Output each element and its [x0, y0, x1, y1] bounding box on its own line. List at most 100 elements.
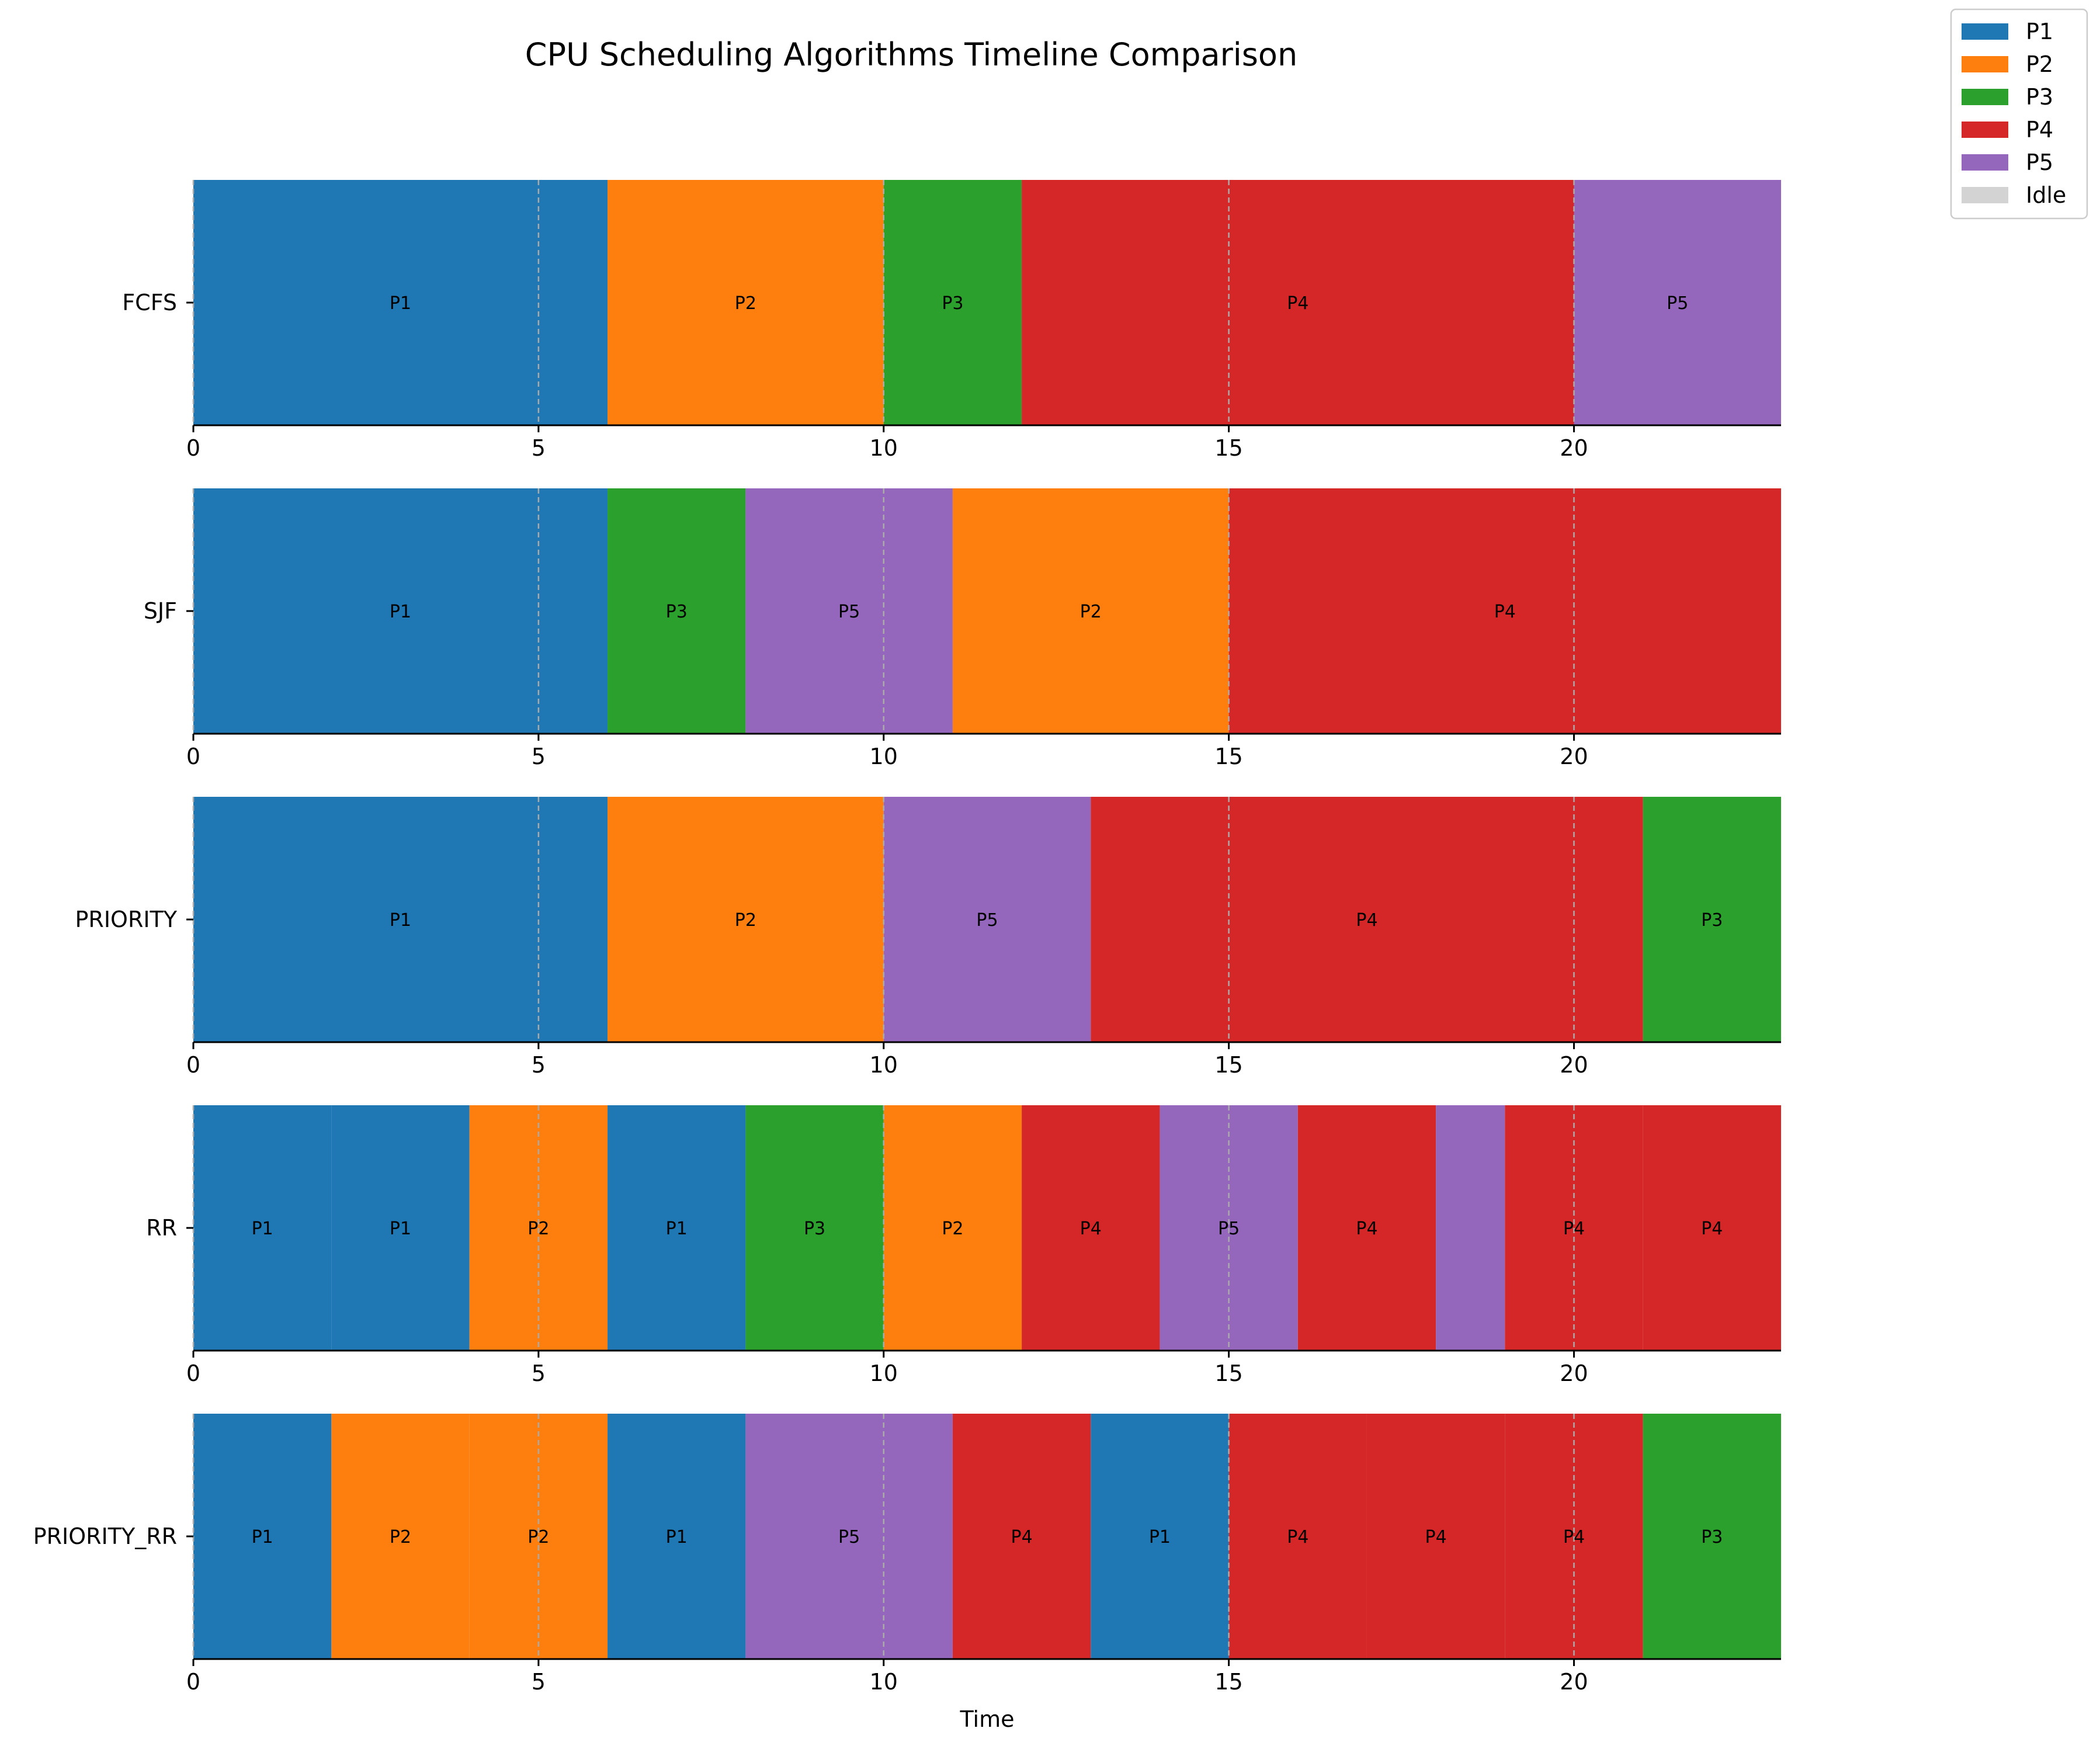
panels: P1 P2 P3 P4 P5 0 5 10 15 20 FCFS P1 P3 P5 P2 P4 0 5 10 15 20…: [33, 180, 1781, 1695]
x-tick-label: 5: [532, 435, 546, 461]
legend-label-p5: P5: [2026, 150, 2053, 175]
segment-label: P4: [1287, 1527, 1308, 1547]
x-tick-label: 20: [1560, 1669, 1588, 1695]
segment-priority-1-p2: [608, 797, 884, 1042]
segment-label: P2: [735, 910, 756, 931]
segment-fcfs-1-p2: [608, 180, 884, 425]
segment-label: P2: [527, 1527, 549, 1547]
row-label-sjf: SJF: [144, 598, 177, 624]
segment-priority-2-p5: [883, 797, 1091, 1042]
segment-priority-rr-4-p5: [745, 1414, 953, 1659]
x-tick-label: 10: [870, 744, 898, 769]
segment-rr-6-p4: [1022, 1105, 1160, 1351]
segment-rr-11-p4: [1643, 1105, 1781, 1351]
x-tick-label: 10: [870, 435, 898, 461]
segment-label: P5: [838, 1527, 860, 1547]
legend-label-p2: P2: [2026, 51, 2053, 77]
segment-label: P5: [838, 602, 860, 622]
segment-label: P3: [1701, 910, 1723, 931]
panel-rr: P1 P1 P2 P1 P3 P2 P4 P5 P4 P4 P4 0 5 10 15 20 RR: [146, 1105, 1781, 1386]
segment-label: P3: [666, 602, 688, 622]
legend-swatch-p2: [1962, 56, 2008, 72]
segment-priority-3-p4: [1091, 797, 1643, 1042]
segment-label: P4: [1563, 1219, 1585, 1239]
x-tick-label: 0: [186, 1052, 200, 1078]
x-tick-label: 10: [870, 1361, 898, 1386]
x-tick-label: 10: [870, 1052, 898, 1078]
segment-label: P4: [1080, 1219, 1102, 1239]
x-tick-label: 15: [1214, 435, 1242, 461]
legend-label-p1: P1: [2026, 19, 2053, 44]
segment-label: P1: [252, 1527, 273, 1547]
segment-label: P3: [804, 1219, 825, 1239]
segment-priority-rr-10-p3: [1643, 1414, 1781, 1659]
legend-swatch-idle: [1962, 187, 2008, 203]
legend: P1 P2 P3 P4 P5 Idle: [1950, 8, 2088, 220]
x-tick-label: 0: [186, 435, 200, 461]
segment-priority-rr-0-p1: [193, 1414, 332, 1659]
x-tick-label: 5: [532, 1052, 546, 1078]
legend-swatch-p3: [1962, 89, 2008, 105]
segment-priority-rr-8-p4: [1366, 1414, 1505, 1659]
segment-label: P4: [1287, 293, 1308, 314]
x-tick-label: 5: [532, 1361, 546, 1386]
chart-title: CPU Scheduling Algorithms Timeline Compa…: [525, 36, 1297, 73]
segment-priority-rr-6-p1: [1091, 1414, 1229, 1659]
segment-fcfs-2-p3: [883, 180, 1022, 425]
legend-label-p3: P3: [2026, 84, 2053, 110]
legend-label-idle: Idle: [2026, 182, 2066, 208]
segment-rr-5-p2: [883, 1105, 1022, 1351]
segment-priority-rr-5-p4: [952, 1414, 1091, 1659]
row-label-priority-rr: PRIORITY_RR: [33, 1524, 177, 1549]
segment-sjf-2-p5: [745, 488, 953, 734]
segment-label: P4: [1701, 1219, 1723, 1239]
segment-sjf-4-p4: [1228, 488, 1781, 734]
x-tick-label: 20: [1560, 1052, 1588, 1078]
segment-label: P4: [1011, 1527, 1032, 1547]
row-label-rr: RR: [146, 1215, 177, 1241]
segment-label: P3: [1701, 1527, 1723, 1547]
segment-sjf-1-p3: [608, 488, 746, 734]
segment-fcfs-4-p5: [1574, 180, 1781, 425]
segment-label: P2: [735, 293, 756, 314]
segment-rr-9-p5: [1436, 1105, 1505, 1351]
x-tick-label: 20: [1560, 744, 1588, 769]
segment-priority-rr-7-p4: [1228, 1414, 1367, 1659]
segment-label: P5: [1218, 1219, 1240, 1239]
x-tick-label: 20: [1560, 1361, 1588, 1386]
segment-label: P4: [1494, 602, 1516, 622]
segment-label: P4: [1356, 1219, 1377, 1239]
segment-rr-1-p1: [331, 1105, 470, 1351]
x-tick-label: 15: [1214, 744, 1242, 769]
x-tick-label: 15: [1214, 1361, 1242, 1386]
segment-label: P1: [390, 910, 411, 931]
segment-label: P1: [666, 1527, 688, 1547]
segment-priority-rr-1-p2: [331, 1414, 470, 1659]
legend-swatch-p1: [1962, 23, 2008, 40]
row-label-priority: PRIORITY: [75, 907, 178, 932]
x-tick-label: 20: [1560, 435, 1588, 461]
segment-label: P1: [1149, 1527, 1171, 1547]
x-tick-label: 0: [186, 744, 200, 769]
segment-fcfs-3-p4: [1022, 180, 1574, 425]
segment-label: P4: [1356, 910, 1377, 931]
segment-label: P1: [390, 1219, 411, 1239]
x-tick-label: 0: [186, 1669, 200, 1695]
legend-label-p4: P4: [2026, 117, 2053, 143]
x-tick-label: 15: [1214, 1052, 1242, 1078]
segment-label: P1: [390, 293, 411, 314]
x-tick-label: 10: [870, 1669, 898, 1695]
segment-label: P4: [1425, 1527, 1447, 1547]
x-tick-label: 5: [532, 1669, 546, 1695]
segment-priority-rr-3-p1: [608, 1414, 746, 1659]
segment-label: P2: [942, 1219, 963, 1239]
segment-sjf-3-p2: [952, 488, 1229, 734]
x-tick-label: 0: [186, 1361, 200, 1386]
segment-rr-8-p4: [1297, 1105, 1436, 1351]
segment-label: P5: [1667, 293, 1688, 314]
segment-label: P2: [1080, 602, 1102, 622]
segment-label: P4: [1563, 1527, 1585, 1547]
panel-priority: P1 P2 P5 P4 P3 0 5 10 15 20 PRIORITY: [75, 797, 1781, 1078]
x-tick-label: 5: [532, 744, 546, 769]
